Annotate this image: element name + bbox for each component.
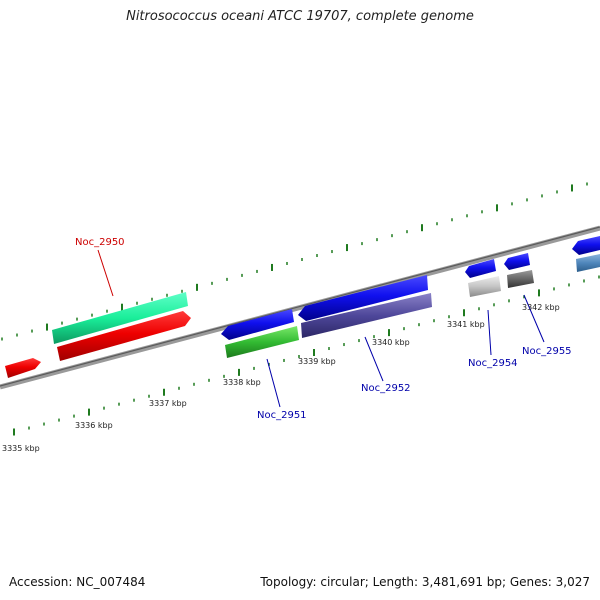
gene-red-long[interactable] — [57, 311, 191, 361]
kbp-label-3335: 3335 kbp — [2, 444, 40, 453]
gene-noc-2955-darkgray[interactable] — [507, 270, 534, 288]
kbp-label-3337: 3337 kbp — [149, 399, 187, 408]
kbp-label-3340: 3340 kbp — [372, 338, 410, 347]
genome-summary-text: Topology: circular; Length: 3,481,691 bp… — [260, 575, 590, 589]
gene-noc-2950-teal[interactable] — [52, 292, 188, 344]
gene-blue-1[interactable] — [221, 309, 294, 340]
gene-blue-3[interactable] — [465, 259, 496, 278]
leader-noc-2955 — [523, 294, 545, 343]
map-title: Nitrosococcus oceani ATCC 19707, complet… — [126, 9, 474, 24]
gene-blue-4[interactable] — [504, 253, 530, 270]
gene-blue-5[interactable] — [572, 236, 600, 255]
gene-noc-2954-lightgray[interactable] — [468, 276, 501, 297]
gene-noc-2951-green[interactable] — [225, 326, 299, 358]
genome-backbone — [0, 225, 600, 390]
label-noc-2954[interactable]: Noc_2954 — [468, 358, 518, 369]
kbp-label-3336: 3336 kbp — [75, 421, 113, 430]
leader-noc-2950 — [97, 249, 114, 297]
upper-tick-row — [1, 182, 588, 341]
kbp-label-3338: 3338 kbp — [223, 378, 261, 387]
lower-tick-row — [13, 275, 600, 436]
label-noc-2950[interactable]: Noc_2950 — [75, 237, 125, 248]
label-noc-2952[interactable]: Noc_2952 — [361, 383, 411, 394]
gene-blue-2[interactable] — [298, 275, 428, 321]
accession-text: Accession: NC_007484 — [9, 575, 146, 589]
kbp-label-3341: 3341 kbp — [447, 320, 485, 329]
kbp-label-3339: 3339 kbp — [298, 357, 336, 366]
leader-noc-2954 — [487, 309, 492, 356]
leader-noc-2952 — [364, 336, 384, 382]
label-noc-2955[interactable]: Noc_2955 — [522, 346, 572, 357]
kbp-label-3342: 3342 kbp — [522, 303, 560, 312]
gene-steel[interactable] — [576, 254, 600, 272]
gene-noc-2952-purple[interactable] — [301, 293, 432, 338]
gene-red-left[interactable] — [5, 358, 41, 378]
label-noc-2951[interactable]: Noc_2951 — [257, 410, 307, 421]
leader-noc-2951 — [266, 358, 281, 408]
genome-backbone-highlight — [0, 226, 600, 387]
